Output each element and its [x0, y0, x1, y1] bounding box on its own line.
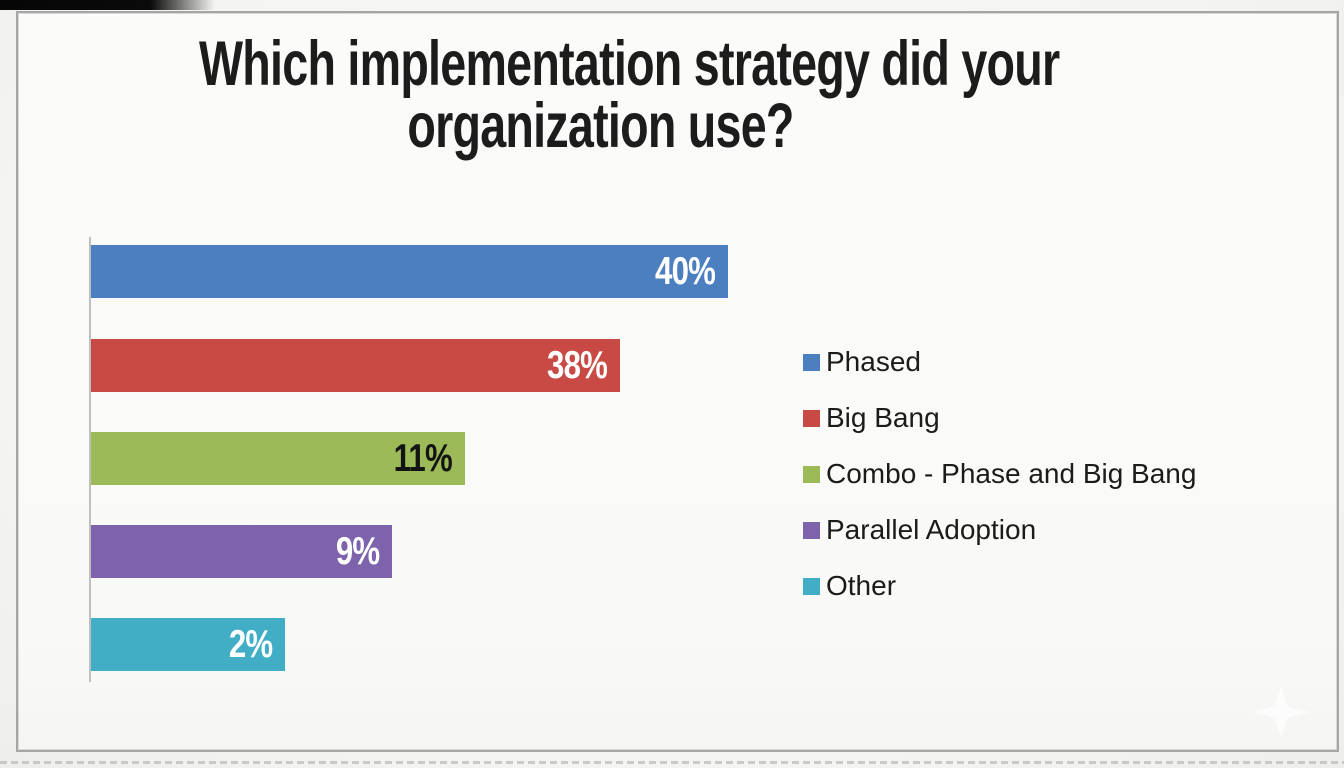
legend-item-parallel-adoption: Parallel Adoption [803, 514, 1196, 545]
legend-item-combo-phase-and-big-bang: Combo - Phase and Big Bang [803, 458, 1197, 489]
bar-value-label-big-bang: 38% [546, 343, 608, 387]
chart-title-line1: Which implementation strategy did your [199, 29, 1060, 99]
legend-swatch-icon-other [803, 577, 820, 595]
legend-swatch-icon-phased [803, 353, 820, 371]
legend-swatch-icon-combo-phase-and-big-bang [803, 465, 820, 483]
legend-label-parallel-adoption: Parallel Adoption [826, 514, 1037, 545]
bar-value-label-other: 2% [228, 622, 273, 666]
chart-title: Which implementation strategy did your or… [199, 33, 1060, 158]
bar-value-label-parallel-adoption: 9% [335, 529, 380, 573]
scan-artifact-bottom-dashes [0, 761, 1344, 764]
legend-item-phased: Phased [803, 346, 1196, 377]
scan-artifact-top-strip [0, 0, 215, 10]
legend-label-phased: Phased [826, 346, 921, 377]
y-axis-line [89, 237, 91, 682]
legend-label-other: Other [826, 570, 897, 601]
legend-item-big-bang: Big Bang [803, 402, 1196, 433]
bar-big-bang: 38% [91, 339, 620, 392]
bar-parallel-adoption: 9% [91, 525, 392, 578]
legend-label-big-bang: Big Bang [826, 402, 940, 433]
bar-combo-phase-and-big-bang: 11% [91, 432, 465, 485]
chart-title-line2: organization use? [407, 91, 794, 161]
legend-item-other: Other [803, 570, 1196, 601]
legend-label-combo-phase-and-big-bang: Combo - Phase and Big Bang [826, 458, 1197, 489]
legend-swatch-icon-big-bang [803, 409, 820, 427]
bar-value-label-combo-phase-and-big-bang: 11% [393, 436, 453, 480]
bar-other: 2% [91, 618, 285, 671]
legend-swatch-icon-parallel-adoption [803, 521, 820, 539]
bar-value-label-phased: 40% [654, 249, 716, 293]
bar-phased: 40% [91, 245, 728, 298]
legend: Phased Big Bang Combo - Phase and Big Bang… [803, 346, 1197, 601]
